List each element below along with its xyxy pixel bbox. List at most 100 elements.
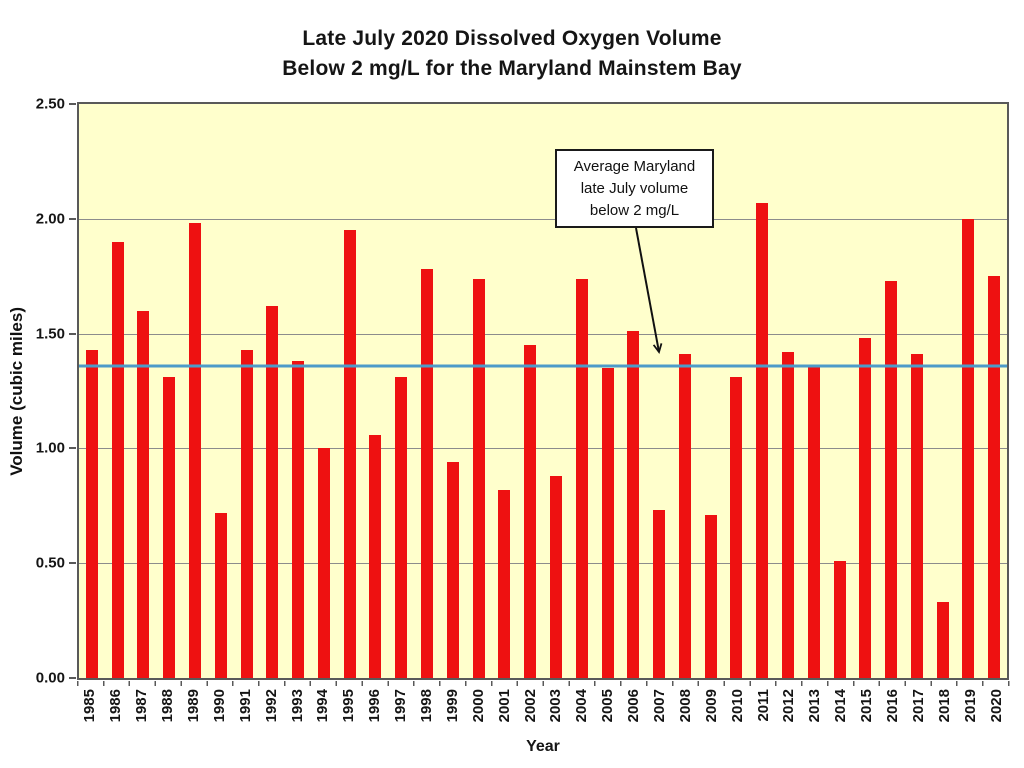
average-line [79,364,1007,368]
x-label-slot-1995: 1995 [336,689,362,741]
annotation-line2: late July volume [580,179,689,197]
bar-2011 [756,202,769,678]
bar-slot-2016 [878,104,904,678]
annotation-box: Average Maryland late July volume below … [555,149,714,228]
bar-2017 [910,354,923,678]
bar-slot-2004 [569,104,595,678]
bar-1990 [214,512,227,678]
bar-2002 [524,345,537,678]
bar-slot-2000 [466,104,492,678]
bar-slot-2012 [775,104,801,678]
bar-2019 [962,218,975,678]
x-label-slot-1986: 1986 [103,689,129,741]
bar-slot-2009 [698,104,724,678]
gridline-2.00 [79,218,1007,220]
x-tick-label-1988: 1988 [159,689,177,723]
x-tick-label-2003: 2003 [547,689,565,723]
y-tick-1.50 [69,332,76,335]
bar-slot-1999 [440,104,466,678]
x-label-slot-2014: 2014 [828,689,854,741]
bar-slot-2015 [852,104,878,678]
bar-1991 [240,349,253,678]
x-label-slot-1999: 1999 [439,689,465,741]
y-tick-2.50 [69,103,76,105]
x-label-slot-2017: 2017 [906,689,932,741]
x-label-slot-2005: 2005 [595,689,621,741]
y-tick-label-2.00: 2.00 [35,210,65,228]
x-label-slot-2012: 2012 [776,689,802,741]
x-tick-label-1985: 1985 [81,689,99,723]
bar-slot-1995 [337,104,363,678]
bar-slot-2001 [492,104,518,678]
bar-2012 [781,351,794,678]
y-tick-label-1.00: 1.00 [35,439,65,457]
x-tick-label-1986: 1986 [107,689,125,723]
bar-2013 [807,365,820,678]
x-label-slot-1994: 1994 [310,689,336,741]
x-tick-label-2004: 2004 [573,689,591,723]
bar-slot-1987 [131,104,157,678]
bar-slot-1988 [156,104,182,678]
bar-1988 [163,377,176,678]
bar-1985 [85,349,98,678]
x-tick-label-1989: 1989 [185,689,202,723]
x-tick-label-2008: 2008 [676,689,694,723]
bar-1986 [111,241,124,678]
x-tick-label-1993: 1993 [288,689,306,723]
bar-1994 [317,448,330,678]
x-label-slot-1993: 1993 [284,689,310,741]
bar-1998 [421,269,434,678]
x-label-slot-1998: 1998 [414,689,440,741]
bar-1993 [292,361,305,678]
x-tick-label-2016: 2016 [884,689,902,723]
x-axis-title: Year [526,738,560,755]
x-tick-label-1987: 1987 [133,689,151,723]
x-tick-label-2020: 2020 [987,689,1005,723]
bar-slot-1985 [79,104,105,678]
y-axis-title: Volume (cubic miles) [4,102,30,680]
bar-1987 [137,310,150,678]
x-label-slot-1997: 1997 [388,689,414,741]
x-label-slot-2003: 2003 [543,689,569,741]
x-label-slot-2016: 2016 [880,689,906,741]
bar-2014 [833,560,846,678]
x-tick-label-2017: 2017 [909,689,927,723]
bar-1989 [189,223,202,678]
x-label-slot-2007: 2007 [647,689,673,741]
x-label-slot-2002: 2002 [517,689,543,741]
x-tick-label-2014: 2014 [832,689,850,723]
bar-2008 [678,354,691,678]
bar-2016 [885,280,898,678]
x-label-slot-1992: 1992 [258,689,284,741]
gridline-1.00 [79,448,1007,450]
x-tick-label-1996: 1996 [366,689,384,723]
bar-slot-2019 [956,104,982,678]
bar-2000 [472,278,485,678]
bar-2010 [730,377,743,678]
plot-area: 2.50 2.00 1.50 1.00 0.50 0.00 [36,96,1009,687]
annotation-line1: Average Maryland [573,157,696,175]
bar-slot-1994 [311,104,337,678]
bar-slot-1993 [285,104,311,678]
bar-slot-1990 [208,104,234,678]
y-axis-title-text: Volume (cubic miles) [7,306,26,476]
bar-slot-2006 [620,104,646,678]
bar-slot-2002 [517,104,543,678]
bar-1992 [266,306,279,678]
bar-slot-2018 [930,104,956,678]
annotation-line3: below 2 mg/L [589,201,680,219]
bar-slot-2007 [646,104,672,678]
y-tick-label-2.50: 2.50 [35,95,65,113]
x-label-slot-2020: 2020 [983,689,1009,741]
x-label-slot-1991: 1991 [232,689,258,741]
bar-2009 [704,514,717,678]
bar-2003 [549,475,562,678]
bar-slot-2020 [981,104,1007,678]
bar-slot-2017 [904,104,930,678]
x-label-slot-1989: 1989 [181,689,207,741]
x-label-slot-2001: 2001 [491,689,517,741]
bar-1995 [343,230,356,678]
bar-slot-1998 [414,104,440,678]
x-tick-label-1992: 1992 [262,689,280,723]
